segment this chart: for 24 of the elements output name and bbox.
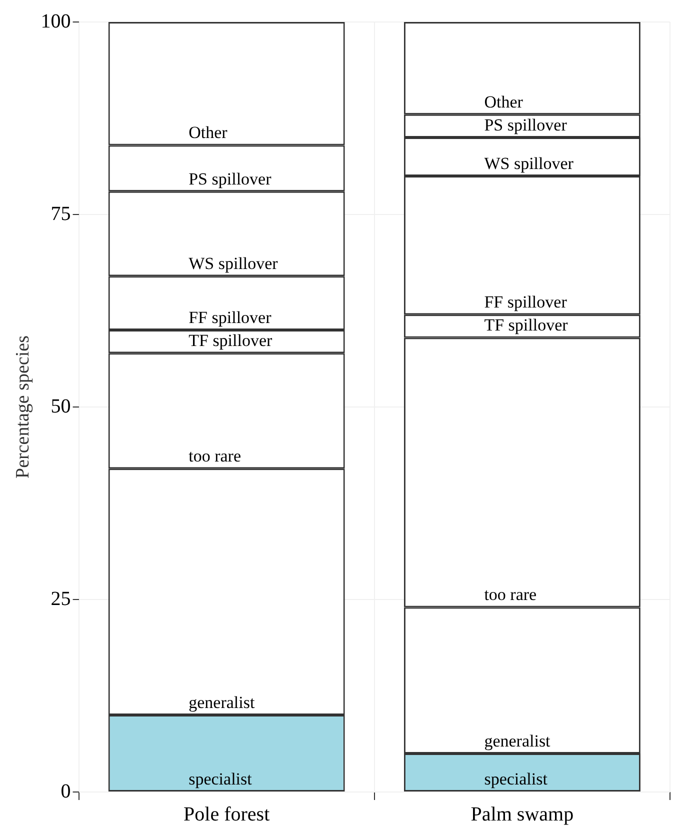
text: TF spillover xyxy=(484,316,568,335)
series-label: too rare xyxy=(188,446,241,466)
series-label: FF spillover xyxy=(188,308,272,327)
y-tick-label: 75 xyxy=(50,202,71,225)
series-label: TF spillover xyxy=(188,331,273,350)
series-label: PS spillover xyxy=(484,115,568,134)
text: WS spillover xyxy=(188,254,278,274)
text: too rare xyxy=(484,585,537,604)
text: specialist xyxy=(484,769,548,788)
x-tick-label: Palm swamp xyxy=(470,803,574,826)
y-tick-label: 25 xyxy=(50,588,71,610)
text: Other xyxy=(484,92,523,112)
x-tick-label: Pole forest xyxy=(184,803,270,826)
series-label: generalist xyxy=(188,692,255,712)
text: PS spillover xyxy=(188,169,272,188)
y-tick-label: 50 xyxy=(50,395,71,418)
y-tick-label: 0 xyxy=(60,780,71,802)
text: FF spillover xyxy=(484,292,567,312)
series-label: specialist xyxy=(188,769,252,788)
series-label: WS spillover xyxy=(484,154,574,173)
y-tick-label: 100 xyxy=(40,10,71,32)
series-label: Other xyxy=(188,123,228,142)
y-axis-title: Percentage species xyxy=(12,336,34,478)
text: generalist xyxy=(484,731,550,750)
